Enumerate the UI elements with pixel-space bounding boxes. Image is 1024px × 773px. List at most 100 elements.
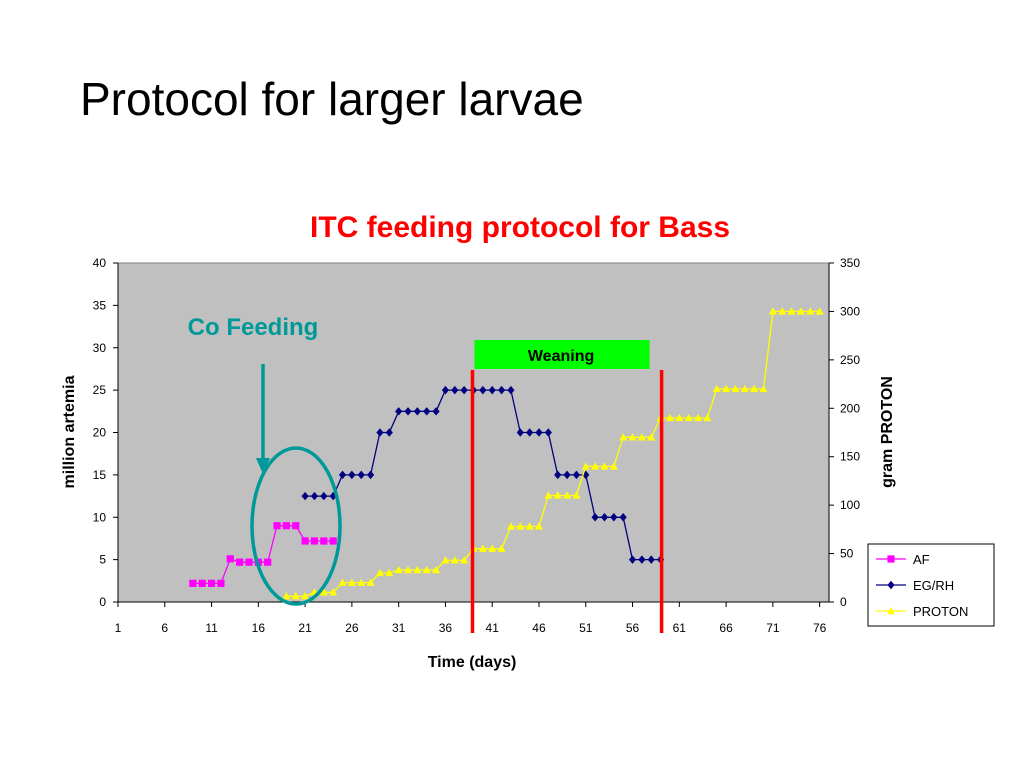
data-point-proton — [581, 462, 590, 470]
annotation-layer: Co Feeding Weaning — [188, 314, 664, 633]
legend-item-proton: PROTON — [876, 604, 968, 619]
data-point-proton — [628, 433, 637, 441]
x-tick-label: 11 — [205, 621, 218, 635]
data-point-proton — [703, 413, 712, 422]
y2-axis-label: gram PROTON — [879, 376, 896, 488]
data-point-proton — [413, 565, 422, 574]
data-point-eg-rh — [647, 555, 655, 564]
data-point-proton — [534, 522, 543, 530]
data-point-eg-rh — [591, 513, 599, 522]
y-tick-label: 25 — [93, 383, 107, 397]
x-tick-label: 76 — [813, 621, 827, 635]
data-point-proton — [722, 384, 731, 393]
data-point-eg-rh — [628, 555, 637, 564]
data-point-af — [236, 558, 244, 566]
data-point-eg-rh — [600, 513, 609, 522]
weaning-box — [474, 340, 650, 369]
co-feeding-arrowhead — [256, 458, 270, 474]
data-point-proton — [572, 491, 581, 499]
y2-tick-label: 150 — [840, 450, 860, 464]
legend-label: PROTON — [913, 604, 968, 619]
data-point-eg-rh — [619, 513, 627, 522]
data-point-af — [292, 522, 300, 530]
data-point-eg-rh — [432, 407, 440, 416]
data-point-eg-rh — [638, 555, 646, 564]
data-point-af — [264, 558, 272, 566]
data-point-eg-rh — [535, 428, 543, 437]
co-feeding-ellipse — [250, 446, 342, 606]
data-point-proton — [759, 384, 768, 393]
y-tick-label: 15 — [93, 468, 107, 482]
series-line-af — [192, 525, 334, 585]
y2-tick-label: 100 — [840, 498, 860, 512]
y2-tick-label: 0 — [840, 595, 847, 609]
data-point-proton — [796, 307, 805, 315]
data-point-proton — [282, 591, 291, 600]
data-point-proton — [329, 588, 338, 596]
data-point-proton — [441, 556, 450, 564]
data-point-proton — [750, 384, 759, 393]
slide-title: Protocol for larger larvae — [80, 73, 584, 125]
legend-item-eg-rh: EG/RH — [876, 578, 954, 593]
data-point-eg-rh — [563, 470, 571, 480]
data-point-eg-rh — [320, 491, 328, 501]
x-tick-label: 66 — [719, 621, 733, 635]
data-point-af — [226, 555, 234, 563]
y-tick-label: 0 — [99, 595, 106, 609]
x-tick-label: 6 — [161, 621, 168, 635]
data-point-proton — [731, 384, 740, 393]
x-tick-label: 21 — [298, 621, 312, 635]
data-point-proton — [404, 565, 413, 574]
data-point-eg-rh — [441, 385, 450, 395]
data-point-proton — [516, 522, 525, 530]
data-point-af — [207, 579, 216, 587]
series-af — [189, 522, 337, 587]
data-point-proton — [563, 491, 572, 499]
x-tick-label: 36 — [439, 621, 453, 635]
x-tick-label: 71 — [766, 621, 780, 635]
data-point-eg-rh — [423, 407, 431, 416]
y2-tick-label: 50 — [840, 547, 854, 561]
x-tick-label: 1 — [115, 621, 122, 635]
data-point-proton — [357, 578, 366, 586]
data-point-proton — [375, 568, 384, 577]
data-point-af — [301, 537, 309, 545]
data-point-proton — [694, 413, 703, 422]
data-point-proton — [619, 433, 628, 441]
data-point-proton — [432, 565, 441, 574]
x-tick-label: 56 — [626, 621, 640, 635]
data-point-eg-rh — [516, 428, 524, 437]
data-point-eg-rh — [376, 428, 384, 437]
data-point-proton — [637, 433, 646, 441]
data-point-proton — [544, 491, 553, 499]
data-point-proton — [422, 565, 431, 574]
data-point-eg-rh — [329, 491, 337, 501]
y-tick-label: 5 — [99, 553, 106, 567]
data-point-proton — [460, 556, 469, 564]
co-feeding-label: Co Feeding — [188, 314, 319, 341]
x-tick-label: 26 — [345, 621, 359, 635]
y-axis-label: million artemia — [61, 375, 78, 488]
data-point-proton — [684, 413, 693, 422]
data-point-proton — [291, 591, 300, 600]
data-point-proton — [609, 462, 618, 470]
y-tick-label: 30 — [93, 341, 107, 355]
data-point-proton — [347, 578, 356, 586]
data-point-eg-rh — [544, 428, 552, 437]
data-point-proton — [647, 433, 656, 441]
y2-tick-label: 250 — [840, 353, 860, 367]
data-point-af — [310, 537, 319, 545]
x-tick-label: 46 — [532, 621, 546, 635]
data-point-proton — [394, 565, 403, 574]
legend: AF EG/RH PROTON — [867, 543, 995, 627]
data-point-eg-rh — [610, 513, 618, 522]
data-point-eg-rh — [310, 491, 319, 501]
weaning-label: Weaning — [528, 348, 594, 365]
legend-swatch-marker — [887, 606, 895, 615]
data-point-proton — [366, 578, 375, 586]
data-point-eg-rh — [404, 407, 412, 416]
y2-tick-label: 350 — [840, 256, 860, 270]
data-point-af — [189, 579, 197, 587]
data-point-proton — [675, 413, 684, 422]
